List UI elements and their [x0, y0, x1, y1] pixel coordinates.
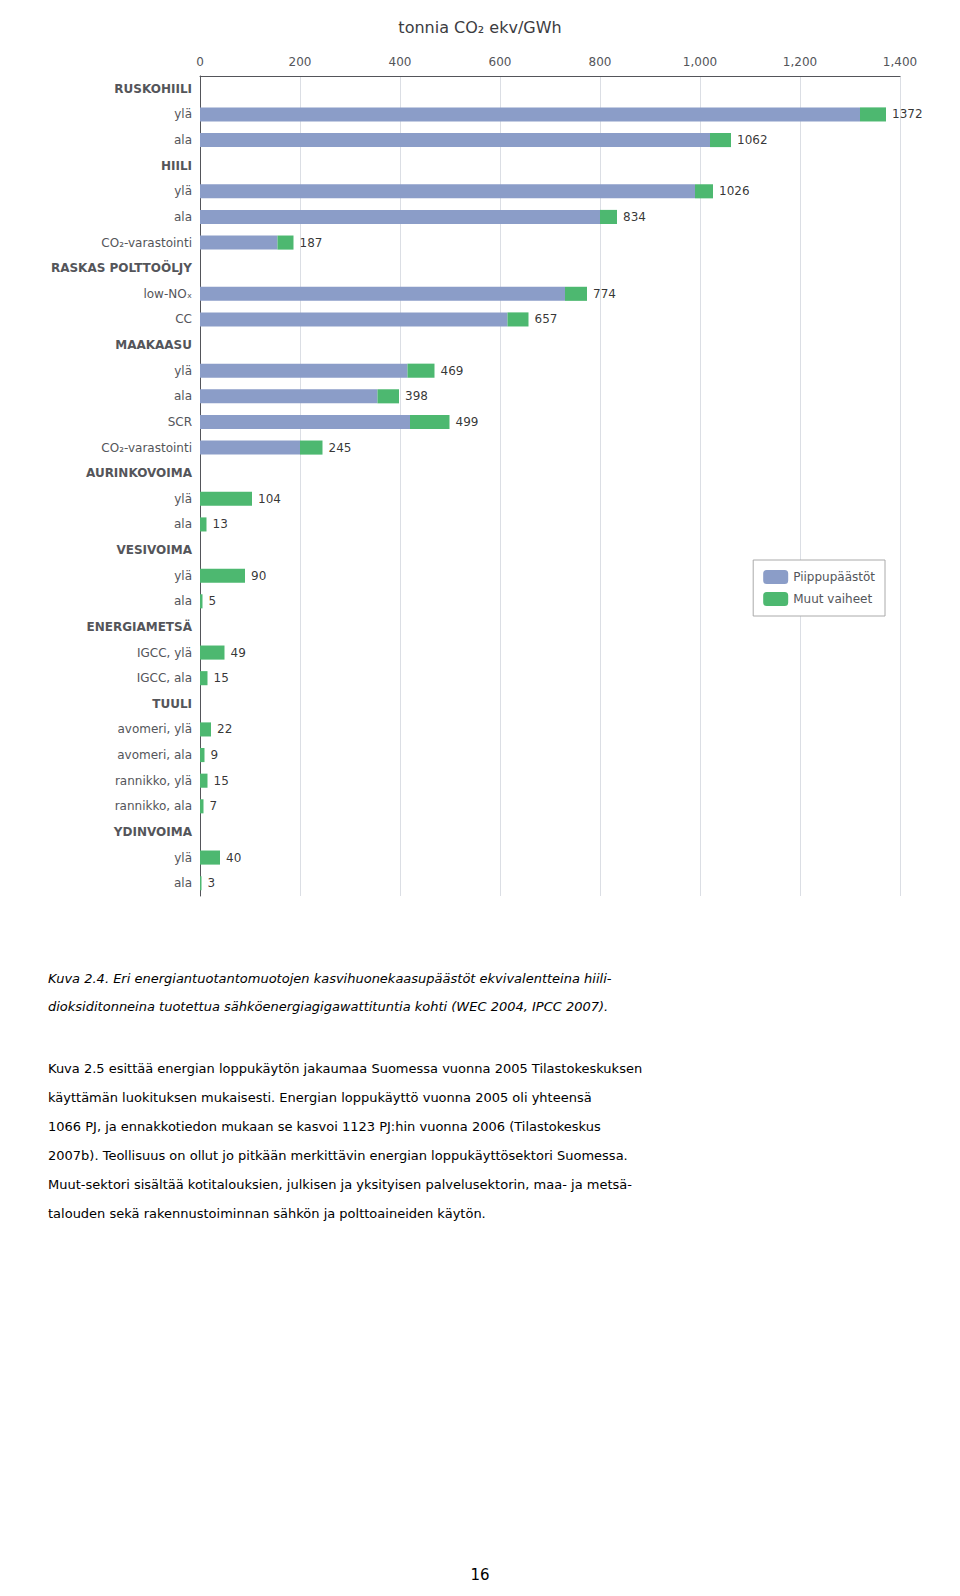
svg-text:RUSKOHIILI: RUSKOHIILI — [114, 82, 192, 96]
svg-text:657: 657 — [535, 312, 558, 326]
svg-text:avomeri, ylä: avomeri, ylä — [117, 722, 192, 736]
svg-text:13: 13 — [213, 517, 228, 531]
svg-text:90: 90 — [251, 569, 266, 583]
svg-text:ylä: ylä — [174, 569, 192, 583]
svg-text:3: 3 — [208, 876, 216, 890]
svg-text:CO₂-varastointi: CO₂-varastointi — [101, 441, 192, 455]
svg-text:VESIVOIMA: VESIVOIMA — [116, 543, 192, 557]
svg-text:49: 49 — [231, 646, 246, 660]
svg-text:2007b). Teollisuus on ollut jo: 2007b). Teollisuus on ollut jo pitkään m… — [48, 1148, 628, 1163]
svg-text:15: 15 — [214, 774, 229, 788]
svg-text:104: 104 — [258, 492, 281, 506]
svg-text:1,200: 1,200 — [783, 55, 817, 69]
svg-text:HIILI: HIILI — [161, 159, 192, 173]
svg-text:ala: ala — [174, 876, 192, 890]
svg-text:499: 499 — [456, 415, 479, 429]
svg-text:CO₂-varastointi: CO₂-varastointi — [101, 236, 192, 250]
svg-text:600: 600 — [489, 55, 512, 69]
svg-text:Kuva 2.5 esittää energian lopp: Kuva 2.5 esittää energian loppukäytön ja… — [48, 1061, 642, 1076]
svg-text:1372: 1372 — [892, 107, 923, 121]
svg-text:398: 398 — [405, 389, 428, 403]
svg-text:ylä: ylä — [174, 851, 192, 865]
svg-text:245: 245 — [329, 441, 352, 455]
svg-text:7: 7 — [210, 799, 218, 813]
svg-text:ala: ala — [174, 594, 192, 608]
svg-text:AURINKOVOIMA: AURINKOVOIMA — [86, 466, 193, 480]
svg-text:IGCC, ala: IGCC, ala — [137, 671, 192, 685]
svg-text:Muut vaiheet: Muut vaiheet — [793, 592, 872, 606]
svg-text:IGCC, ylä: IGCC, ylä — [137, 646, 192, 660]
svg-text:ylä: ylä — [174, 364, 192, 378]
svg-text:834: 834 — [623, 210, 646, 224]
svg-text:1,400: 1,400 — [883, 55, 917, 69]
svg-text:ylä: ylä — [174, 492, 192, 506]
svg-text:talouden sekä rakennustoiminna: talouden sekä rakennustoiminnan sähkön j… — [48, 1206, 486, 1221]
svg-text:187: 187 — [300, 236, 323, 250]
svg-text:40: 40 — [226, 851, 241, 865]
svg-text:low-NOₓ: low-NOₓ — [143, 287, 192, 301]
svg-text:1,000: 1,000 — [683, 55, 717, 69]
svg-text:ylä: ylä — [174, 107, 192, 121]
svg-text:ala: ala — [174, 389, 192, 403]
svg-text:käyttämän luokituksen mukaises: käyttämän luokituksen mukaisesti. Energi… — [48, 1090, 592, 1105]
svg-text:TUULI: TUULI — [152, 697, 192, 711]
svg-text:16: 16 — [470, 1566, 489, 1584]
svg-text:1062: 1062 — [737, 133, 768, 147]
svg-text:SCR: SCR — [168, 415, 192, 429]
svg-text:200: 200 — [289, 55, 312, 69]
svg-text:YDINVOIMA: YDINVOIMA — [113, 825, 193, 839]
svg-text:1066 PJ, ja ennakkotiedon muka: 1066 PJ, ja ennakkotiedon mukaan se kasv… — [48, 1119, 601, 1134]
svg-text:ala: ala — [174, 133, 192, 147]
svg-text:Piippupäästöt: Piippupäästöt — [793, 570, 875, 584]
svg-text:avomeri, ala: avomeri, ala — [117, 748, 192, 762]
svg-text:400: 400 — [389, 55, 412, 69]
svg-text:Kuva 2.4. Eri energiantuotanto: Kuva 2.4. Eri energiantuotantomuotojen k… — [48, 971, 612, 986]
svg-text:800: 800 — [589, 55, 612, 69]
svg-text:ylä: ylä — [174, 184, 192, 198]
svg-text:MAAKAASU: MAAKAASU — [115, 338, 192, 352]
svg-text:1026: 1026 — [719, 184, 750, 198]
svg-text:rannikko, ala: rannikko, ala — [115, 799, 192, 813]
svg-text:rannikko, ylä: rannikko, ylä — [115, 774, 192, 788]
svg-text:0: 0 — [196, 55, 204, 69]
svg-text:CC: CC — [175, 312, 192, 326]
svg-text:5: 5 — [209, 594, 217, 608]
svg-text:RASKAS POLTTOÖLJY: RASKAS POLTTOÖLJY — [51, 260, 192, 275]
svg-text:ala: ala — [174, 210, 192, 224]
svg-text:ala: ala — [174, 517, 192, 531]
svg-text:Muut-sektori sisältää kotitalo: Muut-sektori sisältää kotitalouksien, ju… — [48, 1177, 632, 1192]
svg-text:15: 15 — [214, 671, 229, 685]
svg-text:dioksiditonneina tuotettua säh: dioksiditonneina tuotettua sähköenergiag… — [48, 999, 608, 1014]
svg-text:469: 469 — [441, 364, 464, 378]
svg-text:9: 9 — [211, 748, 219, 762]
svg-text:774: 774 — [593, 287, 616, 301]
svg-text:ENERGIAMETSÄ: ENERGIAMETSÄ — [86, 619, 192, 634]
svg-text:22: 22 — [217, 722, 232, 736]
svg-text:tonnia CO₂ ekv/GWh⁥: tonnia CO₂ ekv/GWh⁥ — [398, 18, 561, 37]
